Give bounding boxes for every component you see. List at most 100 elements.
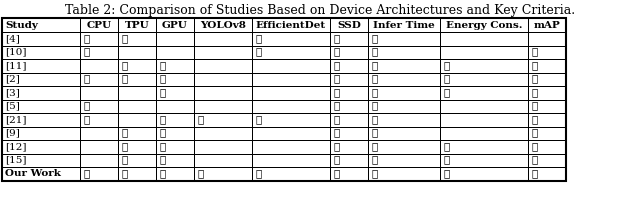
Text: CPU: CPU bbox=[86, 21, 111, 29]
Bar bbox=[2, 18, 80, 32]
Bar bbox=[528, 59, 566, 72]
Text: ✓: ✓ bbox=[334, 47, 340, 56]
Bar bbox=[2, 113, 80, 127]
Bar bbox=[156, 72, 194, 86]
Bar bbox=[252, 99, 330, 113]
Text: ✓: ✓ bbox=[372, 61, 378, 70]
Text: [11]: [11] bbox=[5, 61, 26, 70]
Bar bbox=[440, 72, 528, 86]
Bar bbox=[440, 154, 528, 167]
Text: ✓: ✓ bbox=[532, 101, 538, 110]
Bar bbox=[330, 59, 368, 72]
Text: [15]: [15] bbox=[5, 156, 26, 165]
Text: ✓: ✓ bbox=[334, 101, 340, 110]
Text: ✓: ✓ bbox=[372, 47, 378, 56]
Bar bbox=[330, 99, 368, 113]
Text: GPU: GPU bbox=[162, 21, 188, 29]
Text: ✓: ✓ bbox=[334, 155, 340, 164]
Text: ✓: ✓ bbox=[84, 169, 90, 178]
Bar bbox=[440, 32, 528, 46]
Bar bbox=[252, 59, 330, 72]
Text: ✓: ✓ bbox=[372, 74, 378, 83]
Bar bbox=[2, 167, 80, 180]
Text: ✓: ✓ bbox=[160, 115, 166, 124]
Bar bbox=[156, 99, 194, 113]
Bar bbox=[252, 72, 330, 86]
Text: ✓: ✓ bbox=[334, 115, 340, 124]
Text: ✓: ✓ bbox=[334, 88, 340, 97]
Bar bbox=[80, 167, 118, 180]
Text: ✓: ✓ bbox=[334, 61, 340, 70]
Bar bbox=[252, 113, 330, 127]
Text: ✓: ✓ bbox=[372, 34, 378, 43]
Text: ✓: ✓ bbox=[444, 88, 451, 97]
Bar bbox=[330, 167, 368, 180]
Bar bbox=[194, 86, 252, 99]
Bar bbox=[528, 46, 566, 59]
Bar bbox=[330, 154, 368, 167]
Text: [3]: [3] bbox=[5, 88, 20, 97]
Text: ✓: ✓ bbox=[444, 169, 451, 178]
Text: ✓: ✓ bbox=[334, 128, 340, 137]
Bar bbox=[156, 46, 194, 59]
Bar bbox=[528, 140, 566, 154]
Bar bbox=[80, 18, 118, 32]
Bar bbox=[80, 59, 118, 72]
Bar bbox=[252, 154, 330, 167]
Bar bbox=[252, 86, 330, 99]
Text: ✓: ✓ bbox=[84, 115, 90, 124]
Text: [2]: [2] bbox=[5, 75, 20, 84]
Bar bbox=[440, 86, 528, 99]
Text: [10]: [10] bbox=[5, 48, 26, 57]
Text: [4]: [4] bbox=[5, 34, 20, 43]
Text: ✓: ✓ bbox=[372, 128, 378, 137]
Bar bbox=[440, 18, 528, 32]
Bar bbox=[2, 140, 80, 154]
Text: ✓: ✓ bbox=[122, 61, 128, 70]
Bar bbox=[194, 154, 252, 167]
Bar bbox=[368, 167, 440, 180]
Bar bbox=[80, 140, 118, 154]
Bar bbox=[194, 18, 252, 32]
Text: ✓: ✓ bbox=[532, 47, 538, 56]
Bar bbox=[194, 72, 252, 86]
Bar bbox=[330, 86, 368, 99]
Text: Energy Cons.: Energy Cons. bbox=[445, 21, 522, 29]
Text: ✓: ✓ bbox=[334, 142, 340, 151]
Bar bbox=[368, 59, 440, 72]
Text: ✓: ✓ bbox=[256, 115, 262, 124]
Bar bbox=[80, 154, 118, 167]
Text: ✓: ✓ bbox=[532, 128, 538, 137]
Text: ✓: ✓ bbox=[532, 61, 538, 70]
Bar bbox=[368, 32, 440, 46]
Text: Study: Study bbox=[5, 21, 38, 29]
Text: ✓: ✓ bbox=[532, 169, 538, 178]
Bar bbox=[118, 154, 156, 167]
Bar bbox=[194, 127, 252, 140]
Bar bbox=[252, 46, 330, 59]
Bar bbox=[118, 127, 156, 140]
Bar bbox=[528, 72, 566, 86]
Bar bbox=[528, 127, 566, 140]
Text: SSD: SSD bbox=[337, 21, 361, 29]
Text: ✓: ✓ bbox=[444, 61, 451, 70]
Text: ✓: ✓ bbox=[84, 34, 90, 43]
Text: ✓: ✓ bbox=[256, 34, 262, 43]
Bar bbox=[330, 32, 368, 46]
Text: ✓: ✓ bbox=[532, 88, 538, 97]
Bar bbox=[368, 154, 440, 167]
Bar bbox=[330, 113, 368, 127]
Bar bbox=[156, 59, 194, 72]
Text: ✓: ✓ bbox=[334, 74, 340, 83]
Text: ✓: ✓ bbox=[532, 155, 538, 164]
Bar bbox=[368, 18, 440, 32]
Bar bbox=[156, 167, 194, 180]
Bar bbox=[368, 99, 440, 113]
Text: Our Work: Our Work bbox=[5, 169, 61, 178]
Bar bbox=[528, 154, 566, 167]
Bar bbox=[440, 113, 528, 127]
Bar bbox=[118, 167, 156, 180]
Text: [12]: [12] bbox=[5, 142, 26, 151]
Text: [21]: [21] bbox=[5, 115, 26, 124]
Bar bbox=[330, 127, 368, 140]
